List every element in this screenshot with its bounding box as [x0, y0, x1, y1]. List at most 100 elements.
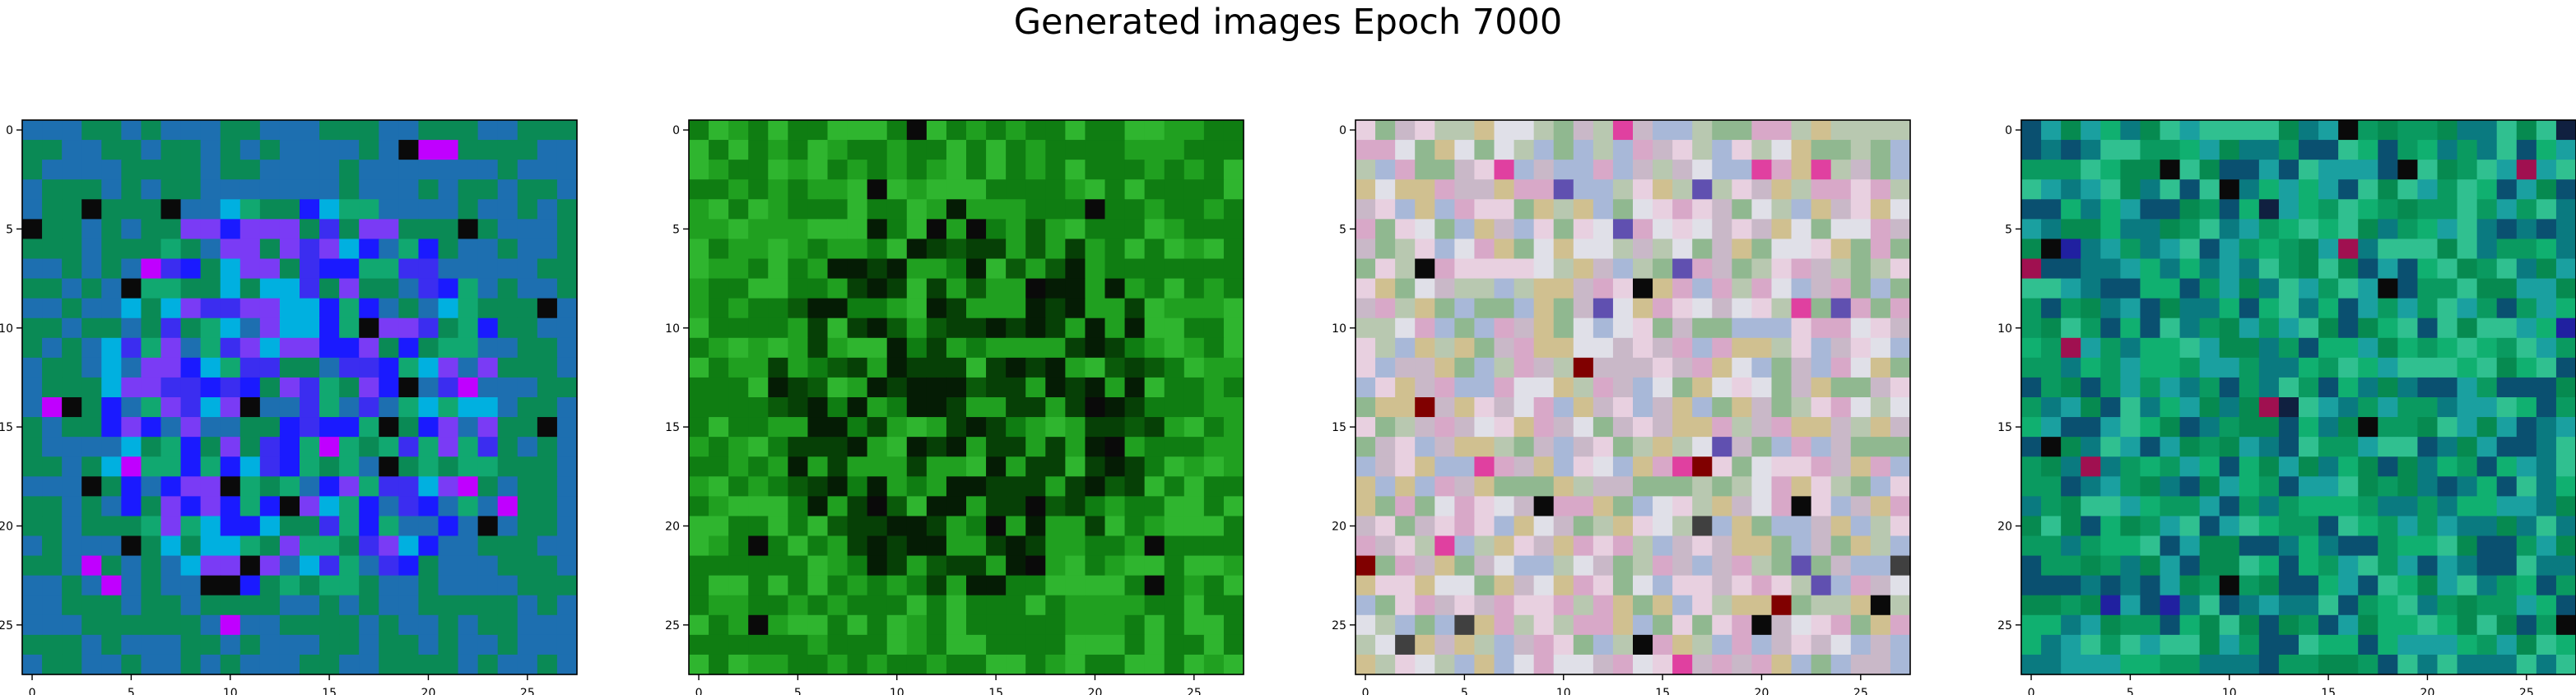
pixel [81, 377, 102, 398]
pixel [2160, 456, 2181, 477]
pixel [497, 278, 518, 299]
pixel [1612, 278, 1634, 299]
pixel [2100, 278, 2121, 299]
pixel [1692, 140, 1713, 160]
pixel [2417, 437, 2439, 457]
pixel [1183, 357, 1205, 378]
pixel [239, 179, 261, 200]
pixel [1653, 535, 1673, 557]
pixel [1494, 595, 1515, 616]
pixel [827, 317, 849, 339]
pixel [2061, 199, 2081, 220]
pixel [2318, 239, 2339, 260]
pixel [1203, 417, 1225, 438]
pixel [2081, 179, 2101, 200]
pixel [239, 595, 261, 616]
pixel [709, 377, 729, 398]
pixel [220, 654, 241, 675]
pixel [2160, 476, 2181, 497]
pixel [2140, 417, 2161, 438]
pixel [379, 397, 399, 418]
pixel [2476, 160, 2498, 180]
pixel [728, 160, 749, 180]
pixel [2179, 654, 2201, 675]
pixel [1045, 535, 1066, 557]
pixel [1890, 535, 1911, 557]
pixel [2061, 614, 2081, 636]
pixel [62, 476, 82, 497]
pixel [1474, 555, 1495, 577]
pixel [1890, 377, 1911, 398]
pixel [1751, 555, 1773, 577]
pixel [81, 595, 102, 616]
pixel [2081, 595, 2101, 616]
pixel [62, 456, 82, 477]
pixel [709, 120, 729, 141]
pixel [1633, 160, 1653, 180]
pixel [1144, 278, 1165, 299]
pixel [2437, 377, 2458, 398]
pixel [101, 555, 122, 577]
pixel [1830, 397, 1852, 418]
pixel [2318, 555, 2339, 577]
pixel [2258, 278, 2280, 299]
pixel [1830, 456, 1852, 477]
pixel [2555, 595, 2576, 616]
x-tick-label: 0 [1362, 687, 1369, 695]
pixel [1612, 199, 1634, 220]
pixel [1850, 298, 1872, 319]
pixel [418, 298, 439, 319]
pixel [200, 397, 221, 418]
pixel [141, 535, 162, 557]
pixel [200, 417, 221, 438]
pixel [2476, 337, 2498, 359]
pixel [418, 179, 439, 200]
pixel [379, 654, 399, 675]
pixel [2536, 120, 2557, 141]
pixel [339, 595, 360, 616]
pixel [141, 120, 162, 141]
pixel [1533, 160, 1555, 180]
pixel [2239, 397, 2260, 418]
pixel [906, 535, 928, 557]
pixel [537, 555, 558, 577]
pixel [2476, 634, 2498, 656]
pixel [438, 357, 459, 378]
pixel [2496, 317, 2518, 339]
pixel [847, 476, 868, 497]
pixel [556, 239, 578, 260]
pixel [1183, 634, 1205, 656]
pixel [42, 317, 63, 339]
pixel [1006, 179, 1026, 200]
pixel [1164, 456, 1185, 477]
pixel [319, 160, 340, 180]
pixel [2179, 337, 2201, 359]
pixel [2378, 317, 2398, 339]
pixel [81, 437, 102, 457]
pixel [81, 179, 102, 200]
pixel [2041, 199, 2062, 220]
pixel [2437, 634, 2458, 656]
pixel [1712, 219, 1732, 240]
pixel [1355, 614, 1376, 636]
pixel [1164, 634, 1185, 656]
pixel [477, 417, 499, 438]
pixel [537, 258, 558, 280]
pixel [1355, 476, 1376, 497]
pixel [180, 437, 202, 457]
pixel [537, 160, 558, 180]
pixel [62, 140, 82, 160]
pixel [1065, 317, 1086, 339]
pixel [1514, 496, 1535, 517]
pixel [2318, 417, 2339, 438]
pixel [1653, 437, 1673, 457]
pixel [2100, 654, 2121, 675]
pixel [847, 595, 868, 616]
pixel [1692, 516, 1713, 537]
pixel [339, 397, 360, 418]
pixel [1434, 417, 1455, 438]
pixel [1751, 337, 1773, 359]
pixel [1454, 160, 1476, 180]
pixel [768, 377, 788, 398]
pixel [279, 437, 300, 457]
